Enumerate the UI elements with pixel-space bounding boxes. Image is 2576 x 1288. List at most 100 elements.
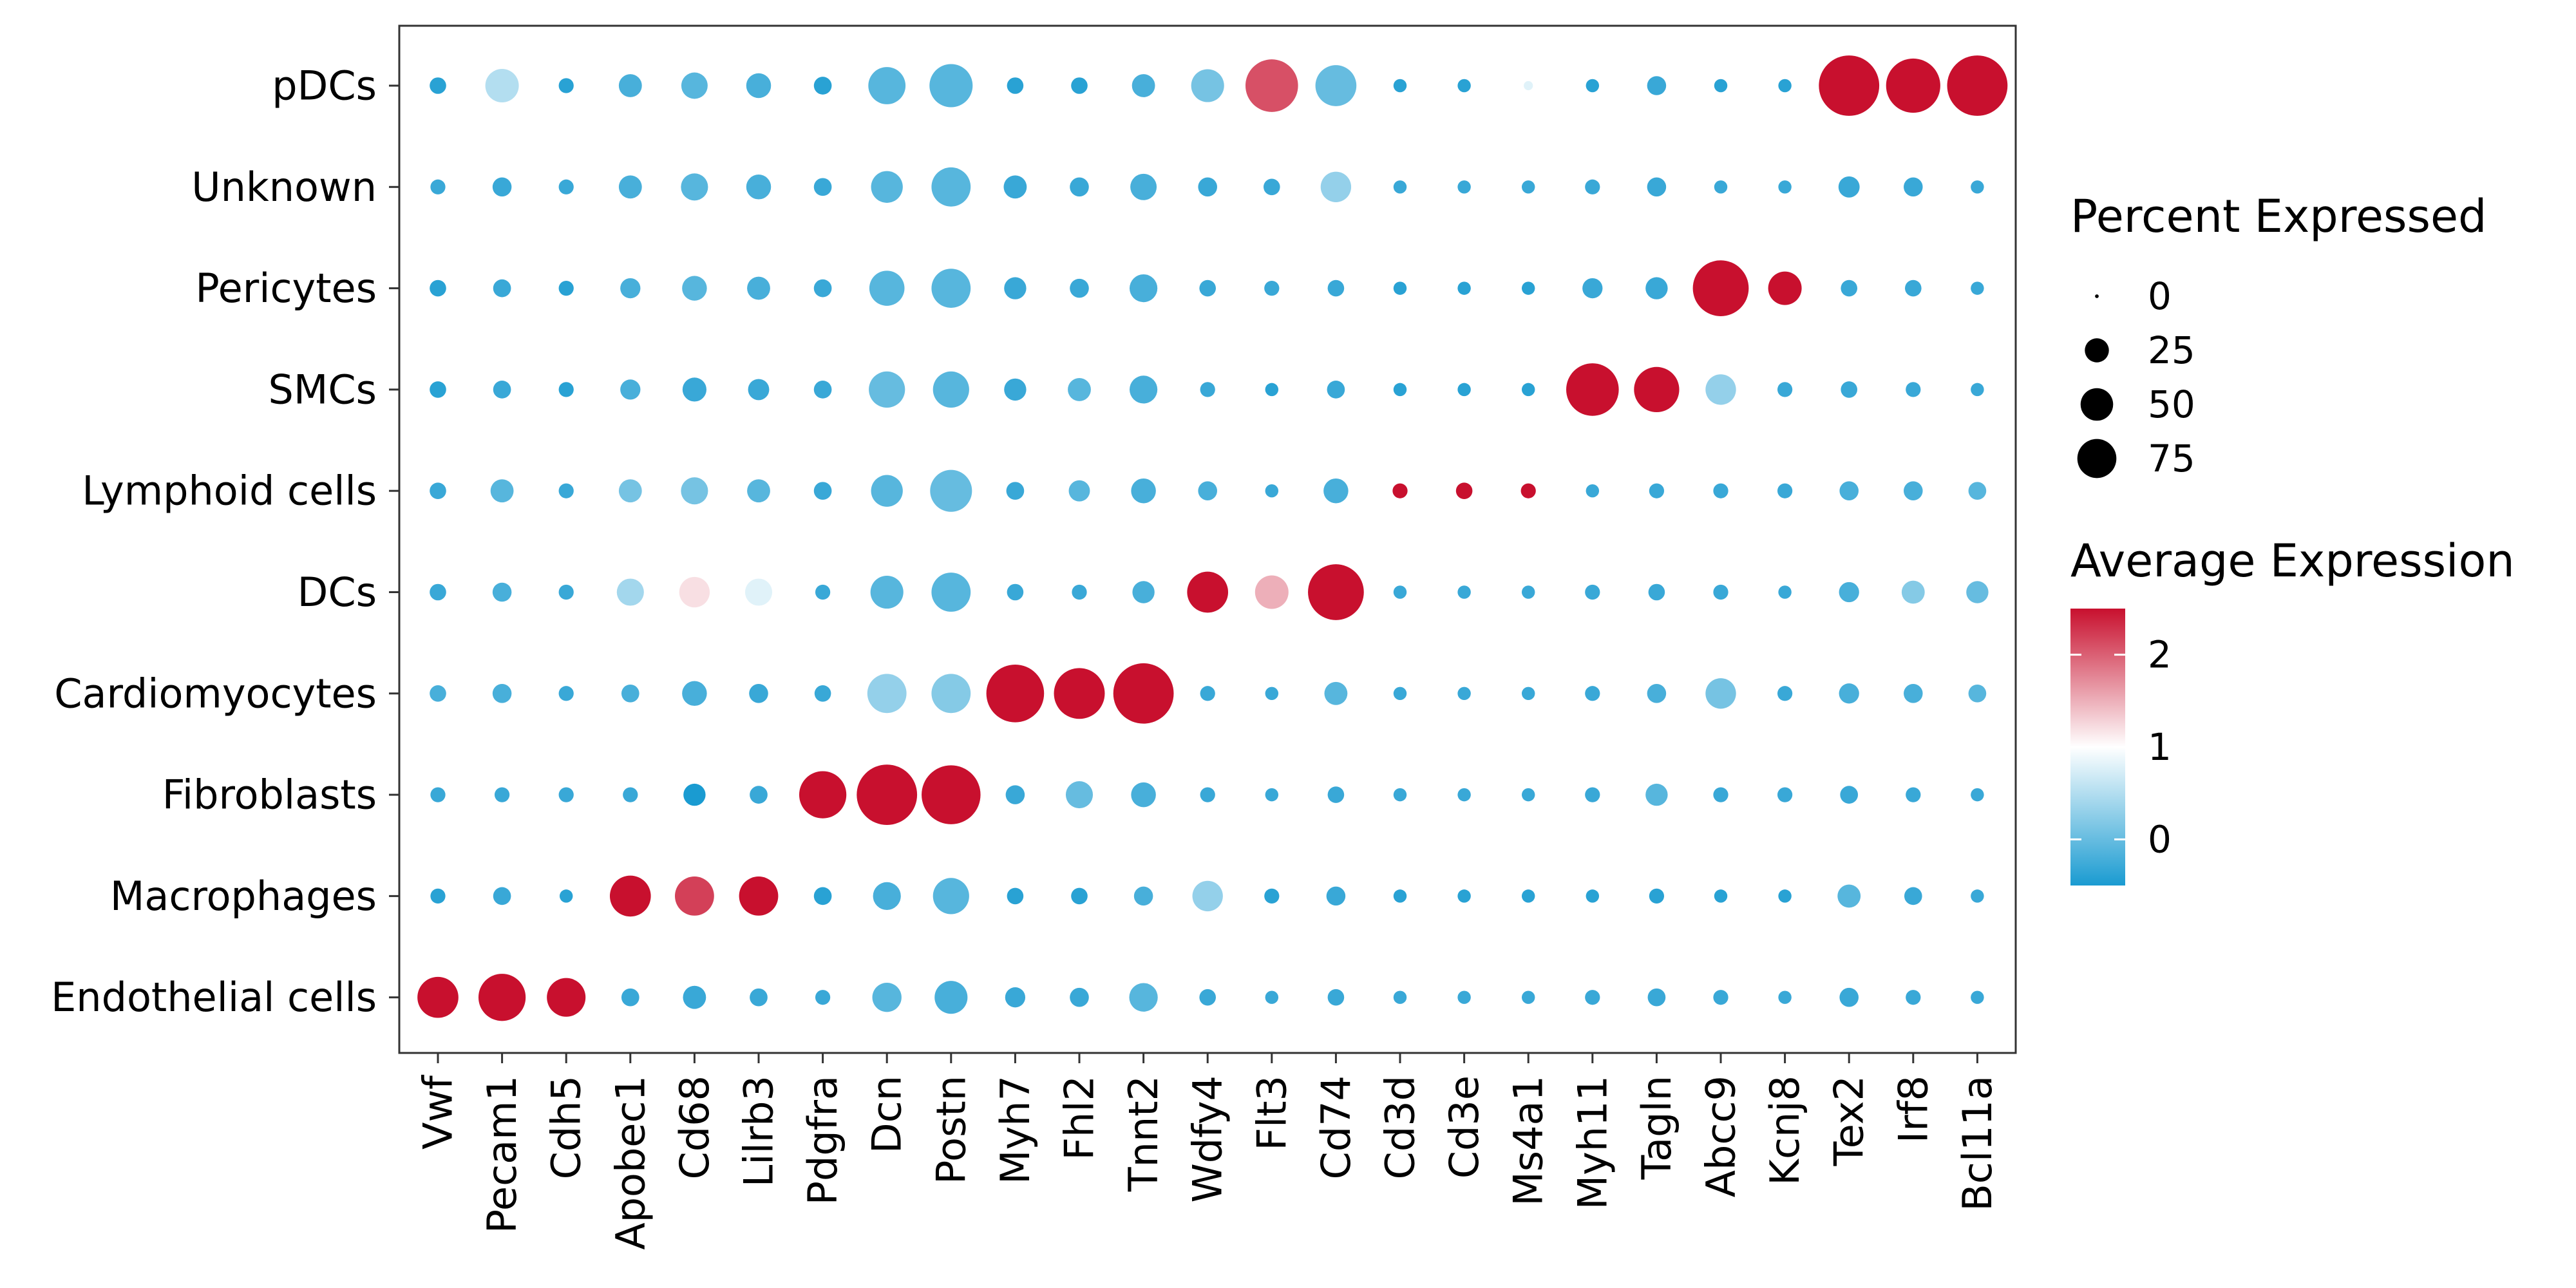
dot-macrophages-apobec1 (609, 875, 651, 917)
dot-macrophages-cd3d (1393, 889, 1407, 903)
dot-cardiomyocytes-ms4a1 (1521, 687, 1535, 701)
dot-endothelial-cells-tagln (1647, 988, 1666, 1007)
dot-lymphoid-cells-fhl2 (1068, 480, 1090, 502)
x-tick-label: Cd3e (1441, 1075, 1488, 1179)
dot-smcs-cdh5 (558, 382, 574, 397)
dot-smcs-myh11 (1566, 363, 1619, 416)
dot-fibroblasts-lilrb3 (750, 786, 768, 804)
dot-endothelial-cells-cd74 (1327, 989, 1345, 1006)
x-tick-label: Dcn (864, 1075, 911, 1153)
dot-endothelial-cells-fhl2 (1070, 987, 1089, 1007)
dot-lymphoid-cells-tex2 (1839, 481, 1859, 500)
dot-endothelial-cells-tex2 (1839, 987, 1859, 1007)
dot-lymphoid-cells-wdfy4 (1198, 481, 1217, 500)
dot-dcs-cd3d (1393, 585, 1407, 599)
dot-smcs-bcl11a (1971, 383, 1984, 397)
dot-dcs-postn (931, 573, 971, 612)
dot-cardiomyocytes-cd3e (1457, 687, 1471, 701)
dot-fibroblasts-irf8 (1906, 787, 1921, 802)
dot-lymphoid-cells-lilrb3 (747, 479, 770, 503)
dot-macrophages-vwf (430, 888, 446, 904)
dot-unknown-apobec1 (618, 175, 642, 199)
dot-lymphoid-cells-myh7 (1006, 482, 1025, 500)
dot-smcs-cd3e (1457, 383, 1471, 397)
dot-lymphoid-cells-tnnt2 (1131, 478, 1156, 504)
dot-cardiomyocytes-cd74 (1324, 681, 1348, 705)
dot-pericytes-cd3e (1457, 281, 1471, 295)
dot-pericytes-cdh5 (558, 280, 574, 296)
size-legend-key (2077, 439, 2117, 478)
dot-dcs-cd3e (1457, 585, 1471, 599)
dot-pdcs-kcnj8 (1778, 79, 1792, 93)
dot-lymphoid-cells-cd68 (681, 477, 708, 505)
dot-smcs-lilrb3 (748, 379, 770, 401)
color-legend: Average Expression 0 1 2 (2070, 535, 2515, 886)
x-tick-label: Flt3 (1248, 1075, 1295, 1151)
x-tick-label: Myh7 (992, 1075, 1039, 1184)
x-tick-label: Myh11 (1569, 1075, 1616, 1209)
x-tick-label: Cdh5 (543, 1075, 590, 1179)
x-tick-label: Lilrb3 (735, 1075, 782, 1187)
dot-dcs-myh11 (1585, 584, 1600, 600)
dot-dcs-tagln (1648, 583, 1665, 601)
dot-cardiomyocytes-dcn (867, 674, 907, 714)
y-tick-label: SMCs (269, 366, 377, 413)
dot-dcs-kcnj8 (1778, 585, 1792, 599)
dot-lymphoid-cells-dcn (871, 475, 903, 507)
size-legend: Percent Expressed 0 25 50 75 (2070, 190, 2486, 480)
dot-smcs-vwf (430, 381, 446, 398)
dot-lymphoid-cells-kcnj8 (1777, 483, 1793, 498)
color-legend-label: 2 (2148, 633, 2172, 677)
dot-macrophages-bcl11a (1971, 889, 1984, 903)
color-legend-label: 1 (2148, 725, 2172, 769)
dot-lymphoid-cells-pdgfra (813, 482, 832, 500)
dot-endothelial-cells-kcnj8 (1778, 990, 1792, 1004)
size-legend-label: 50 (2148, 383, 2195, 426)
dot-cardiomyocytes-kcnj8 (1777, 686, 1793, 701)
x-tick-label: Pecam1 (478, 1075, 526, 1233)
dot-fibroblasts-bcl11a (1971, 788, 1984, 802)
dot-macrophages-irf8 (1904, 887, 1922, 905)
dot-pericytes-tagln (1645, 277, 1668, 299)
dot-pdcs-pecam1 (485, 69, 519, 102)
dot-cardiomyocytes-cd3d (1393, 687, 1407, 701)
dot-pericytes-cd74 (1327, 279, 1345, 297)
dot-smcs-abcc9 (1705, 374, 1736, 405)
size-legend-label: 0 (2148, 274, 2172, 318)
dot-pdcs-tnnt2 (1132, 74, 1155, 97)
dot-pdcs-vwf (430, 77, 446, 94)
dot-smcs-kcnj8 (1777, 382, 1793, 397)
x-tick-label: Bcl11a (1954, 1075, 2001, 1211)
dot-fibroblasts-flt3 (1265, 788, 1279, 802)
dot-lymphoid-cells-ms4a1 (1520, 483, 1536, 498)
dot-pdcs-myh11 (1586, 79, 1600, 93)
dot-smcs-tex2 (1841, 381, 1857, 398)
x-tick-label: Tagln (1633, 1075, 1680, 1180)
dot-dcs-tex2 (1839, 582, 1859, 603)
dot-smcs-pdgfra (813, 381, 832, 399)
dot-smcs-fhl2 (1068, 377, 1091, 401)
dot-endothelial-cells-cd3d (1393, 990, 1407, 1004)
dot-cardiomyocytes-irf8 (1904, 684, 1923, 703)
dot-pdcs-bcl11a (1947, 55, 2008, 116)
dot-fibroblasts-myh7 (1005, 785, 1025, 804)
dot-pericytes-ms4a1 (1521, 281, 1535, 295)
dot-smcs-wdfy4 (1200, 382, 1215, 397)
dot-fibroblasts-myh11 (1585, 787, 1600, 802)
dot-unknown-pdgfra (813, 178, 832, 196)
dot-lymphoid-cells-tagln (1649, 483, 1665, 498)
dot-endothelial-cells-tnnt2 (1129, 983, 1158, 1012)
dot-pericytes-abcc9 (1692, 260, 1749, 316)
dot-dcs-lilrb3 (744, 578, 773, 606)
dot-unknown-abcc9 (1714, 180, 1728, 194)
dot-endothelial-cells-irf8 (1906, 990, 1921, 1005)
y-tick-label: Endothelial cells (51, 974, 377, 1021)
dot-cardiomyocytes-myh11 (1585, 686, 1600, 701)
dot-smcs-tagln (1634, 366, 1680, 413)
dot-pdcs-cd74 (1315, 65, 1357, 106)
dot-macrophages-dcn (873, 882, 901, 910)
dot-fibroblasts-postn (922, 765, 981, 824)
dot-unknown-fhl2 (1070, 177, 1089, 197)
dot-fibroblasts-tagln (1645, 783, 1668, 806)
